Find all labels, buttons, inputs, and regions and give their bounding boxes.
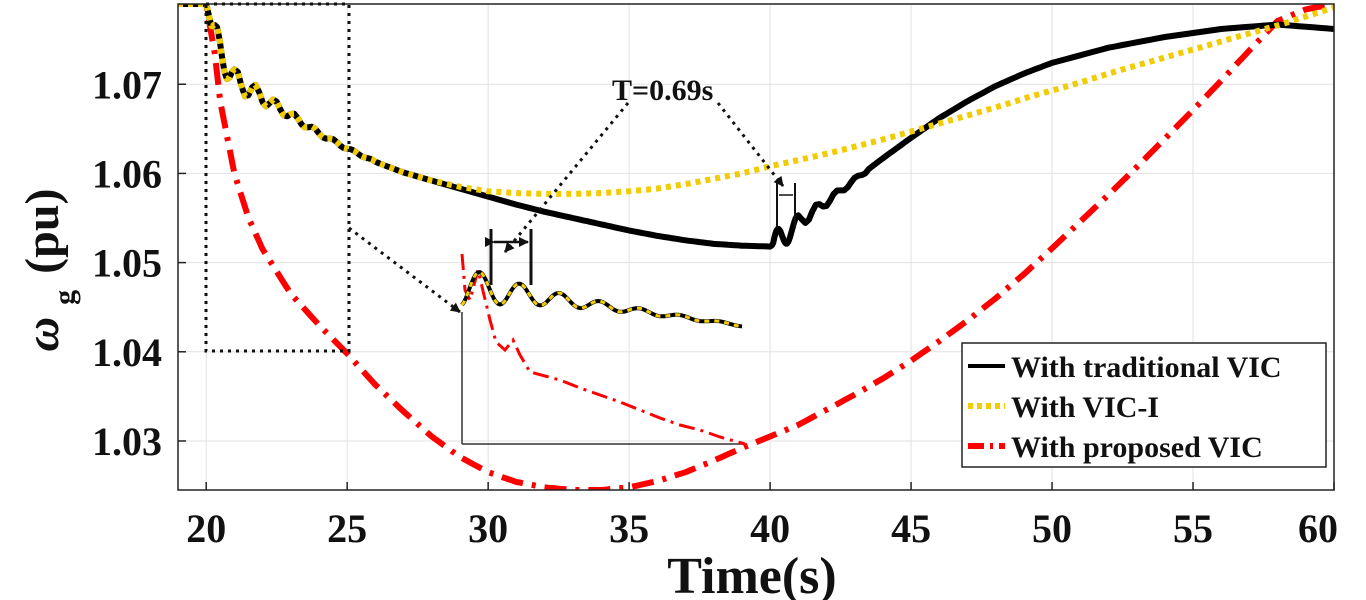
x-tick-label: 45 [891, 506, 931, 551]
inset-traditional-vic-line [460, 270, 743, 329]
inset-proposed-vic-line [460, 253, 746, 446]
y-axis-symbol: ω [16, 317, 69, 352]
y-axis-subscript: g [48, 290, 81, 305]
plot-frame [177, 3, 1335, 491]
x-axis-title: Time(s) [667, 548, 836, 600]
x-tick-label: 25 [327, 506, 367, 551]
y-tick-label: 1.04 [92, 330, 162, 375]
svg-text:ω g (pu): ω g (pu) [16, 188, 85, 351]
x-tick-label: 20 [186, 506, 226, 551]
annotation-pointer-right [716, 102, 785, 187]
y-tick-label: 1.03 [92, 419, 162, 464]
main-period-marker [776, 183, 796, 228]
x-tick-label: 50 [1032, 506, 1072, 551]
x-tick-labels: 20 25 30 35 40 45 50 55 60 [186, 482, 1338, 551]
legend-item-proposed-vic: With proposed VIC [968, 431, 1263, 464]
zoom-inset [460, 229, 746, 446]
y-tick-label: 1.07 [92, 62, 162, 107]
period-annotation: T=0.69s [612, 74, 713, 107]
x-tick-label: 55 [1173, 506, 1213, 551]
legend-label-proposed-vic: With proposed VIC [1011, 431, 1263, 464]
legend: With traditional VIC With VIC-I With pro… [961, 342, 1327, 468]
y-tick-label: 1.06 [92, 151, 162, 196]
legend-box [961, 342, 1327, 468]
y-tick-label: 1.05 [92, 241, 162, 286]
x-tick-label: 35 [609, 506, 649, 551]
series-line-with-vic-i [178, 4, 1334, 197]
y-tick-labels: 1.03 1.04 1.05 1.06 1.07 [92, 62, 186, 464]
series-line-with-proposed-vic [178, 4, 1334, 490]
legend-item-traditional-vic: With traditional VIC [968, 351, 1282, 384]
x-tick-label: 40 [750, 506, 790, 551]
zoom-box [204, 2, 351, 353]
series-layer [178, 4, 1334, 490]
x-tick-label: 30 [468, 506, 508, 551]
zoom-connector-line [348, 226, 461, 314]
y-axis-title: ω g (pu) [16, 188, 85, 351]
legend-item-vic-i: With VIC-I [968, 391, 1159, 424]
legend-label-vic-i: With VIC-I [1011, 391, 1159, 424]
annotation-pointer-left [503, 102, 630, 253]
y-axis-unit: (pu) [16, 188, 69, 273]
series-line-with-traditional-vic [178, 4, 1334, 250]
x-tick-label: 60 [1298, 506, 1338, 551]
legend-label-traditional-vic: With traditional VIC [1011, 351, 1282, 384]
inset-vic-i-line [460, 270, 743, 328]
